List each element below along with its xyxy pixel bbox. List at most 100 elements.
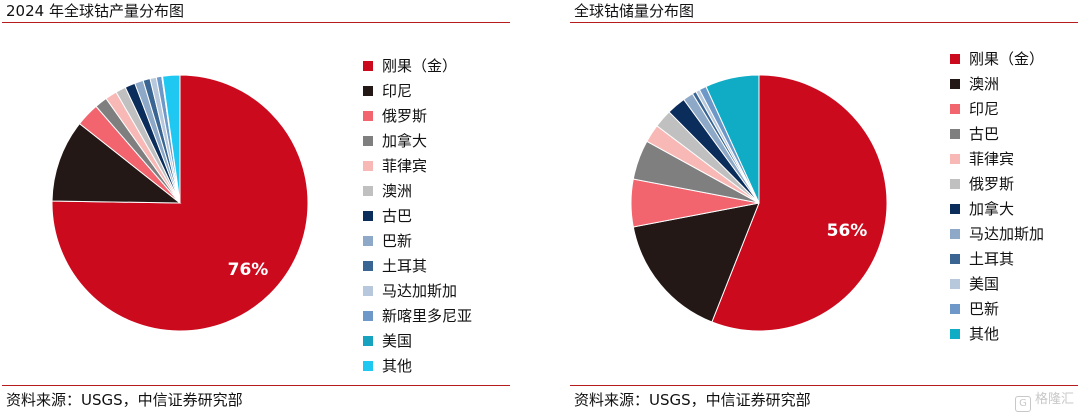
left-legend-swatch (363, 186, 373, 196)
right-legend-item: 菲律宾 (950, 148, 1044, 173)
left-legend-swatch (363, 86, 373, 96)
right-legend-swatch (950, 54, 960, 64)
right-legend-item: 美国 (950, 273, 1044, 298)
right-legend-item: 澳洲 (950, 73, 1044, 98)
left-legend-swatch (363, 111, 373, 121)
right-legend-item: 巴新 (950, 298, 1044, 323)
left-legend-item: 新喀里多尼亚 (363, 305, 472, 330)
left-legend-swatch (363, 361, 373, 371)
right-source-rule (570, 385, 1078, 386)
left-legend-swatch (363, 261, 373, 271)
right-legend-swatch (950, 279, 960, 289)
right-pie-slice (632, 202, 760, 323)
left-chart-title: 2024 年全球钴产量分布图 (6, 2, 184, 20)
left-legend-item: 加拿大 (363, 130, 472, 155)
right-legend-swatch (950, 104, 960, 114)
right-legend-swatch (950, 329, 960, 339)
right-chart-panel: 全球钴储量分布图 56% 刚果（金） 澳洲印尼古巴菲律宾俄罗斯加拿大马达加斯加土耳… (568, 0, 1080, 415)
left-title-rule (2, 22, 510, 23)
left-legend-swatch (363, 61, 373, 71)
left-legend-item: 马达加斯加 (363, 280, 472, 305)
right-legend-item: 印尼 (950, 98, 1044, 123)
left-legend-label: 美国 (382, 332, 413, 350)
left-pie-slice (51, 74, 309, 332)
right-legend-label: 加拿大 (969, 200, 1015, 218)
right-legend-label: 巴新 (969, 300, 1000, 318)
left-legend-item: 澳洲 (363, 180, 472, 205)
right-legend-item: 古巴 (950, 123, 1044, 148)
left-legend-item: 土耳其 (363, 255, 472, 280)
right-legend-swatch (950, 79, 960, 89)
watermark: G 格隆汇 (1014, 388, 1074, 412)
right-legend-swatch (950, 204, 960, 214)
left-legend-item: 美国 (363, 330, 472, 355)
right-legend-swatch (950, 254, 960, 264)
right-legend-swatch (950, 154, 960, 164)
left-source-rule (2, 385, 510, 386)
watermark-logo-icon: G (1014, 396, 1031, 412)
right-legend-label: 美国 (969, 275, 1000, 293)
right-legend-label: 菲律宾 (969, 150, 1015, 168)
right-source-note: 资料来源：USGS，中信证券研究部 (574, 391, 811, 409)
left-legend-swatch (363, 311, 373, 321)
right-legend-item: 马达加斯加 (950, 223, 1044, 248)
left-pie-slice (51, 122, 182, 204)
right-pie-slice (705, 74, 760, 204)
right-data-label: 56% (827, 221, 868, 241)
right-legend-swatch (950, 179, 960, 189)
right-legend-swatch (950, 304, 960, 314)
right-legend-label: 其他 (969, 325, 1000, 343)
left-data-label: 76% (228, 260, 269, 280)
left-legend: 刚果（金） 印尼俄罗斯加拿大菲律宾澳洲古巴巴新土耳其马达加斯加新喀里多尼亚 美国其他 (363, 55, 472, 380)
left-legend-swatch (363, 161, 373, 171)
right-legend-label: 澳洲 (969, 75, 1000, 93)
right-legend-label: 土耳其 (969, 250, 1015, 268)
left-legend-swatch (363, 286, 373, 296)
left-legend-swatch (363, 236, 373, 246)
left-legend-item: 刚果（金） (363, 55, 472, 80)
left-legend-item: 其他 (363, 355, 472, 380)
left-legend-label: 新喀里多尼亚 (382, 307, 473, 325)
left-legend-label: 俄罗斯 (382, 107, 428, 125)
right-legend-label: 印尼 (969, 100, 1000, 118)
right-legend-item: 土耳其 (950, 248, 1044, 273)
left-legend-item: 古巴 (363, 205, 472, 230)
left-legend-label: 澳洲 (382, 182, 413, 200)
right-legend-label: 古巴 (969, 125, 1000, 143)
right-pie-slice (711, 74, 888, 332)
left-legend-label: 印尼 (382, 82, 413, 100)
right-legend-swatch (950, 129, 960, 139)
right-pie-chart: 56% (630, 74, 888, 332)
left-legend-swatch (363, 136, 373, 146)
right-title-rule (570, 22, 1078, 23)
left-legend-item: 巴新 (363, 230, 472, 255)
right-legend-label: 马达加斯加 (969, 225, 1045, 243)
left-legend-label: 马达加斯加 (382, 282, 458, 300)
left-source-note: 资料来源：USGS，中信证券研究部 (6, 391, 243, 409)
right-legend-label: 刚果（金） (969, 50, 1045, 68)
left-legend-label: 巴新 (382, 232, 413, 250)
right-legend: 刚果（金） 澳洲印尼古巴菲律宾俄罗斯加拿大马达加斯加土耳其美国巴新其他 (950, 48, 1044, 348)
left-legend-swatch (363, 336, 373, 346)
left-chart-panel: 2024 年全球钴产量分布图 76% 刚果（金） 印尼俄罗斯加拿大菲律宾澳洲古巴巴… (0, 0, 520, 415)
left-pie-chart: 76% (51, 74, 309, 332)
right-legend-item: 其他 (950, 323, 1044, 348)
left-legend-label: 古巴 (382, 207, 413, 225)
right-legend-item: 俄罗斯 (950, 173, 1044, 198)
left-legend-label: 加拿大 (382, 132, 428, 150)
right-legend-swatch (950, 229, 960, 239)
left-legend-label: 其他 (382, 357, 413, 375)
left-legend-label: 土耳其 (382, 257, 428, 275)
left-legend-swatch (363, 211, 373, 221)
left-legend-label: 菲律宾 (382, 157, 428, 175)
left-legend-item: 印尼 (363, 80, 472, 105)
watermark-text: 格隆汇 (1034, 392, 1074, 407)
left-pie-slice (161, 74, 181, 204)
left-legend-item: 菲律宾 (363, 155, 472, 180)
left-legend-item: 俄罗斯 (363, 105, 472, 130)
right-legend-label: 俄罗斯 (969, 175, 1015, 193)
left-legend-label: 刚果（金） (382, 57, 458, 75)
right-legend-item: 加拿大 (950, 198, 1044, 223)
right-chart-title: 全球钴储量分布图 (574, 2, 695, 20)
right-legend-item: 刚果（金） (950, 48, 1044, 73)
